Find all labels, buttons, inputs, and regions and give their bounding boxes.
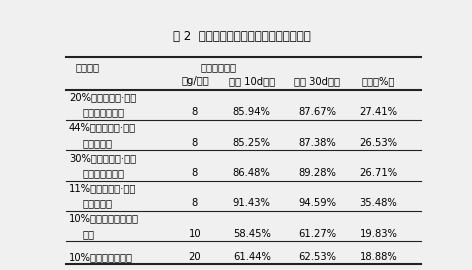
Text: 11%氟唑菌苯胺·氯啶: 11%氟唑菌苯胺·氯啶	[69, 183, 136, 193]
Text: （g/亩）: （g/亩）	[181, 76, 209, 86]
Text: 18.88%: 18.88%	[360, 252, 397, 262]
Text: 62.53%: 62.53%	[298, 252, 337, 262]
Text: 26.53%: 26.53%	[360, 138, 397, 148]
Text: 86.48%: 86.48%	[233, 168, 270, 178]
Text: 20%氟唑菌苯胺·氯啶: 20%氟唑菌苯胺·氯啶	[69, 92, 136, 102]
Text: 44%氟唑菌苯胺·氯啶: 44%氟唑菌苯胺·氯啶	[69, 123, 136, 133]
Text: 菌酯水乳剂: 菌酯水乳剂	[82, 138, 112, 148]
Text: 26.71%: 26.71%	[360, 168, 397, 178]
Text: 61.44%: 61.44%	[233, 252, 270, 262]
Text: 89.28%: 89.28%	[298, 168, 336, 178]
Text: 35.48%: 35.48%	[360, 198, 397, 208]
Text: 处理药剂: 处理药剂	[76, 62, 100, 72]
Text: 91.43%: 91.43%	[233, 198, 270, 208]
Text: 10%氯啶菌酯悬浮剂: 10%氯啶菌酯悬浮剂	[69, 252, 133, 262]
Text: 菌酯水分散粒剂: 菌酯水分散粒剂	[82, 168, 124, 178]
Text: 87.67%: 87.67%	[298, 107, 337, 117]
Text: 8: 8	[192, 138, 198, 148]
Text: 61.27%: 61.27%	[298, 229, 337, 239]
Text: 8: 8	[192, 107, 198, 117]
Text: 菌酯可湿性粉剂: 菌酯可湿性粉剂	[82, 107, 124, 117]
Text: 有效成分用量: 有效成分用量	[201, 62, 236, 72]
Text: 增产（%）: 增产（%）	[362, 76, 395, 86]
Text: 10%氟唑菌苯胺可湿性: 10%氟唑菌苯胺可湿性	[69, 214, 139, 224]
Text: 19.83%: 19.83%	[360, 229, 397, 239]
Text: 表 2  不同药剂对水稻纹枯病田间药效试验: 表 2 不同药剂对水稻纹枯病田间药效试验	[173, 30, 311, 43]
Text: 药后 30d防效: 药后 30d防效	[295, 76, 340, 86]
Text: 药后 10d防效: 药后 10d防效	[228, 76, 275, 86]
Text: 20: 20	[189, 252, 201, 262]
Text: 粉剂: 粉剂	[82, 229, 94, 239]
Text: 87.38%: 87.38%	[298, 138, 336, 148]
Text: 8: 8	[192, 168, 198, 178]
Text: 94.59%: 94.59%	[298, 198, 337, 208]
Text: 菌酯悬浮剂: 菌酯悬浮剂	[82, 198, 112, 208]
Text: 27.41%: 27.41%	[360, 107, 397, 117]
Text: 85.25%: 85.25%	[233, 138, 271, 148]
Text: 10: 10	[189, 229, 201, 239]
Text: 85.94%: 85.94%	[233, 107, 270, 117]
Text: 58.45%: 58.45%	[233, 229, 270, 239]
Text: 8: 8	[192, 198, 198, 208]
Text: 30%氟唑菌苯胺·氯啶: 30%氟唑菌苯胺·氯啶	[69, 153, 136, 163]
